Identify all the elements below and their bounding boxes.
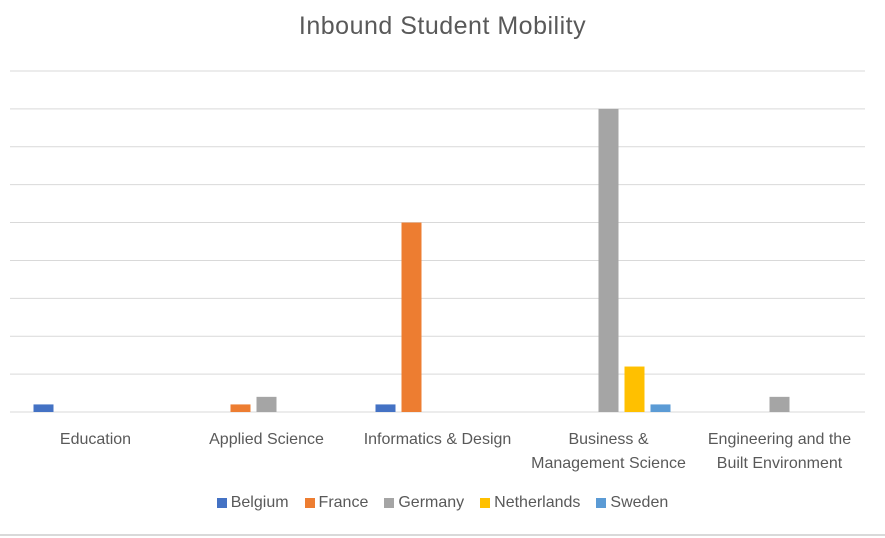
bottom-divider: [0, 534, 885, 536]
category-label: Business &: [568, 431, 648, 448]
bar-netherlands: [624, 366, 645, 412]
legend-swatch: [304, 498, 315, 508]
legend-swatch: [480, 498, 491, 508]
legend-label: Netherlands: [494, 494, 581, 511]
legend-label: Belgium: [230, 494, 289, 511]
bar-france: [230, 404, 251, 412]
legend-item: Belgium: [216, 494, 289, 512]
legend-label: Sweden: [610, 494, 669, 511]
gridlines: [10, 70, 865, 413]
category-label: Education: [60, 431, 131, 448]
bar-sweden: [650, 404, 671, 412]
bar-germany: [769, 396, 790, 412]
category-label: Informatics & Design: [364, 431, 512, 448]
category-label: Applied Science: [209, 431, 324, 448]
bar-france: [401, 222, 422, 412]
category-label: Built Environment: [717, 455, 843, 472]
bar-belgium: [375, 404, 396, 412]
bar-germany: [256, 396, 277, 412]
legend-item: Germany: [384, 494, 464, 512]
category-label: Management Science: [531, 455, 686, 472]
bars: [33, 108, 790, 412]
bar-belgium: [33, 404, 54, 412]
legend-swatch: [596, 498, 607, 508]
legend-swatch: [384, 498, 395, 508]
bar-germany: [598, 108, 619, 412]
legend-item: Sweden: [596, 494, 668, 512]
chart-title: Inbound Student Mobility: [298, 12, 587, 40]
legend-swatch: [216, 498, 227, 508]
legend: Belgium France Germany Netherlands Sweden: [0, 494, 885, 512]
legend-item: Netherlands: [480, 494, 580, 512]
legend-item: France: [304, 494, 369, 512]
legend-label: Germany: [398, 494, 465, 511]
category-label: Engineering and the: [708, 431, 851, 448]
legend-label: France: [318, 494, 369, 511]
category-labels: Education Applied Science Informatics & De…: [60, 431, 851, 472]
